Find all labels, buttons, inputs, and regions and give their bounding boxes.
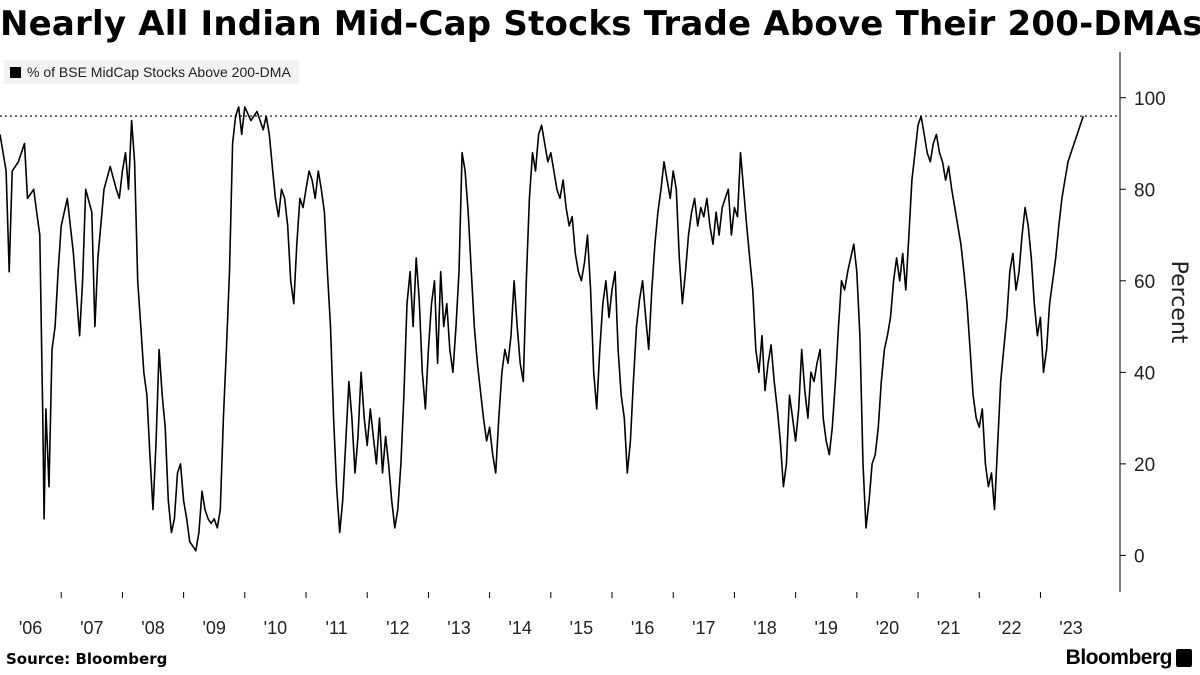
x-tick-label: '14	[508, 618, 531, 638]
x-tick-label: '11	[326, 618, 348, 638]
x-tick-label: '18	[753, 618, 776, 638]
chart-title: Nearly All Indian Mid-Cap Stocks Trade A…	[0, 4, 1200, 44]
x-tick-label: '12	[386, 618, 409, 638]
brand-icon	[1176, 649, 1192, 667]
x-tick-label: '10	[264, 618, 287, 638]
x-tick-label: '23	[1059, 618, 1082, 638]
legend-swatch	[10, 66, 21, 78]
line-chart: '06 '07 '08 '09 '10 '11 '12 '13 '14 '15 '16 '17 '18 '…	[0, 52, 1191, 638]
legend-label: % of BSE MidCap Stocks Above 200-DMA	[27, 64, 291, 80]
brand-logo: Bloomberg	[1066, 646, 1192, 670]
series-line	[0, 106, 1085, 552]
x-tick-label: '06	[19, 618, 42, 638]
chart-legend: % of BSE MidCap Stocks Above 200-DMA	[4, 60, 299, 84]
x-axis-labels: '06 '07 '08 '09 '10 '11 '12 '13 '14 '15 '16 '17 '18 '…	[19, 618, 1083, 638]
y-tick-label: 80	[1134, 180, 1155, 201]
x-tick-label: '15	[570, 618, 593, 638]
x-tick-label: '07	[80, 618, 103, 638]
y-axis: 0 20 40 60 80 100	[1119, 52, 1166, 592]
x-tick-label: '19	[814, 618, 837, 638]
x-tick-label: '22	[998, 618, 1021, 638]
brand-wordmark: Bloomberg	[1065, 646, 1173, 669]
y-tick-label: 60	[1134, 272, 1155, 293]
y-tick-label: 20	[1134, 455, 1155, 476]
y-axis-label: Percent	[1166, 261, 1191, 344]
x-tick-label: '09	[202, 618, 225, 638]
x-tick-label: '13	[447, 618, 470, 638]
y-tick-label: 100	[1134, 89, 1166, 110]
x-axis-ticks	[60, 592, 1041, 598]
y-tick-label: 40	[1134, 363, 1155, 384]
y-tick-label: 0	[1134, 546, 1145, 567]
x-tick-label: '17	[692, 618, 715, 638]
x-tick-label: '16	[631, 618, 654, 638]
x-tick-label: '21	[937, 618, 960, 638]
source-note: Source: Bloomberg	[6, 650, 168, 668]
x-tick-label: '20	[876, 618, 899, 638]
x-tick-label: '08	[141, 618, 164, 638]
